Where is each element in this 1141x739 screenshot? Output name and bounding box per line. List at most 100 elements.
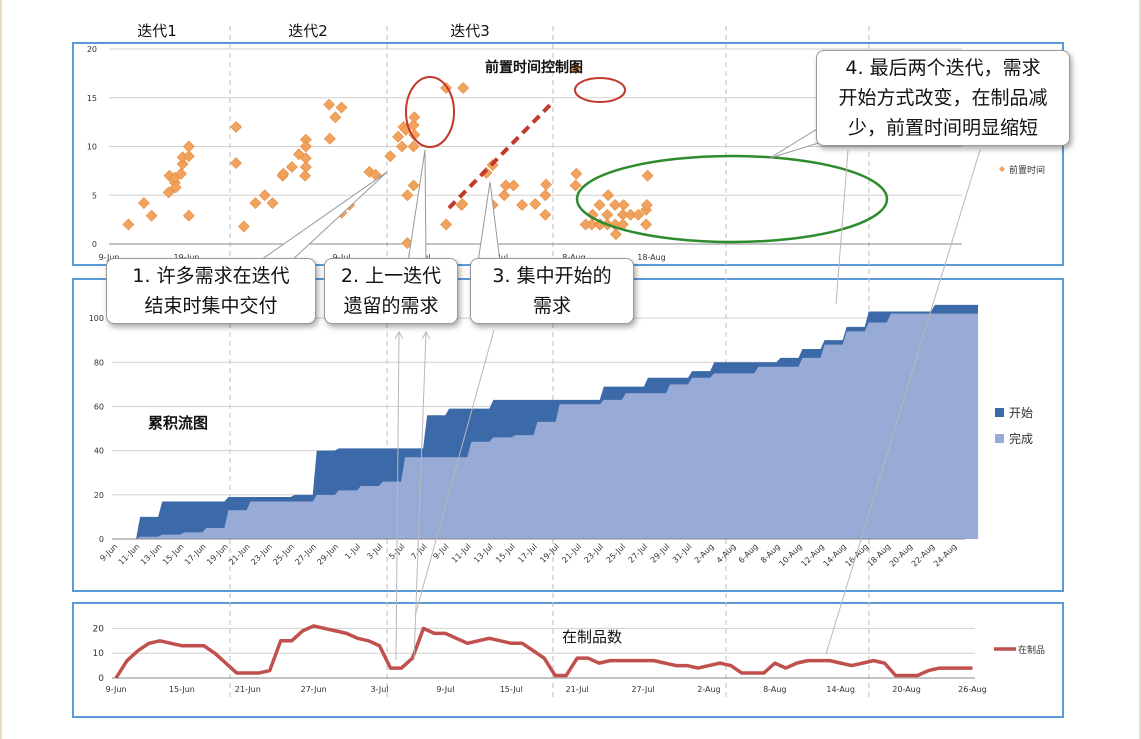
callout-2-pointer xyxy=(407,149,427,263)
cfd-x-tick-label: 15-Jun xyxy=(161,542,186,567)
callout-4-pointer xyxy=(769,125,823,159)
wip-x-tick-label: 8-Aug xyxy=(763,685,786,694)
cfd-x-tick-label: 2-Aug xyxy=(693,542,716,565)
wip-x-tick-label: 2-Aug xyxy=(697,685,720,694)
cfd-x-tick-label: 22-Aug xyxy=(910,542,937,569)
cfd-x-tick-label: 13-Jul xyxy=(472,542,495,565)
control-y-tick-label: 15 xyxy=(87,94,97,103)
lead-time-point xyxy=(507,179,520,192)
cfd-x-tick-label: 25-Jul xyxy=(605,542,628,565)
control-y-tick-label: 0 xyxy=(92,240,97,249)
lead-time-point xyxy=(407,140,420,153)
wip-x-tick-label: 20-Aug xyxy=(892,685,921,694)
cfd-x-tick-label: 23-Jun xyxy=(249,542,274,567)
cfd-x-tick-label: 10-Aug xyxy=(777,542,804,569)
cfd-y-tick-label: 60 xyxy=(94,402,104,411)
cfd-x-tick-label: 17-Jul xyxy=(516,542,539,565)
wip-x-tick-label: 15-Jul xyxy=(500,685,523,694)
cfd-legend-started-label: 开始 xyxy=(1009,406,1033,420)
lead-time-point xyxy=(230,121,243,133)
cfd-x-tick-label: 20-Aug xyxy=(888,542,915,569)
lead-time-point xyxy=(266,197,279,209)
cfd-legend-done-swatch xyxy=(995,434,1004,443)
wip-x-tick-label: 27-Jul xyxy=(631,685,654,694)
callout-3-line-2: 需求 xyxy=(532,295,571,317)
cfd-x-tick-label: 16-Aug xyxy=(844,542,871,569)
cfd-x-tick-label: 19-Jul xyxy=(538,542,561,565)
cfd-x-tick-label: 27-Jun xyxy=(293,542,318,567)
lead-time-point xyxy=(299,140,312,153)
cfd-x-tick-label: 21-Jul xyxy=(560,542,583,565)
lead-time-point xyxy=(258,189,271,202)
cfd-x-tick-label: 29-Jul xyxy=(649,542,672,565)
lead-time-point xyxy=(570,167,583,180)
callout-2: 2. 上一迭代 遗留的需求 xyxy=(324,258,458,324)
cfd-area-done xyxy=(118,313,979,539)
wip-x-tick-label: 3-Jul xyxy=(370,685,388,694)
lead-time-point xyxy=(539,208,552,221)
lead-time-point xyxy=(329,111,342,124)
left-edge-line xyxy=(0,0,2,739)
lead-time-point xyxy=(640,199,653,211)
lead-time-point xyxy=(230,157,243,169)
cfd-y-tick-label: 20 xyxy=(94,491,104,500)
annotation-red-oval-top xyxy=(574,77,626,103)
annotation-arrowhead xyxy=(421,330,431,340)
cfd-legend-done-label: 完成 xyxy=(1009,431,1033,446)
lead-time-point xyxy=(137,197,150,209)
callout-2-line-1: 2. 上一迭代 xyxy=(340,265,442,287)
lead-time-point xyxy=(632,208,645,221)
lead-time-point xyxy=(539,189,552,202)
cfd-x-tick-label: 1-Jul xyxy=(343,542,362,561)
control-y-tick-label: 20 xyxy=(87,45,97,54)
wip-chart: 0 10 20 9-Jun 15-Jun 21-Jun 27-Jun 3-Jul 9-Jul 15… xyxy=(93,624,1045,694)
wip-x-tick-label: 15-Jun xyxy=(169,685,195,694)
lead-time-point xyxy=(122,218,135,231)
cfd-x-tick-label: 7-Jul xyxy=(409,542,428,561)
callout-3: 3. 集中开始的 需求 xyxy=(470,258,634,324)
lead-time-point xyxy=(602,189,615,202)
control-legend-marker xyxy=(999,166,1005,172)
cfd-x-tick-label: 19-Jun xyxy=(205,542,230,567)
lead-time-point xyxy=(569,62,582,75)
lead-time-point xyxy=(396,140,408,153)
wip-y-tick-label: 20 xyxy=(93,624,105,634)
lead-time-point xyxy=(384,150,397,163)
lead-time-point xyxy=(617,199,630,211)
control-x-tick-label: 8-Aug xyxy=(562,253,585,262)
lead-time-point xyxy=(175,167,187,180)
annotation-arrowhead xyxy=(394,330,404,340)
wip-y-tick-label: 10 xyxy=(93,649,105,659)
wip-x-tick-label: 9-Jul xyxy=(436,685,454,694)
cfd-legend-started-swatch xyxy=(995,408,1004,417)
cfd-x-tick-label: 14-Aug xyxy=(822,542,849,569)
control-chart-title: 前置时间控制图 xyxy=(485,59,583,76)
cfd-y-tick-label: 40 xyxy=(94,447,104,456)
lead-time-point xyxy=(249,197,262,209)
lead-time-point xyxy=(440,218,453,231)
lead-time-point xyxy=(237,220,250,233)
cfd-x-tick-label: 12-Aug xyxy=(799,542,826,569)
cfd-x-tick-label: 17-Jun xyxy=(183,542,208,567)
cfd-y-tick-label: 100 xyxy=(89,314,104,323)
lead-time-point xyxy=(529,198,542,210)
callout-2-line-2: 遗留的需求 xyxy=(343,295,439,317)
wip-title: 在制品数 xyxy=(562,628,622,646)
cfd-x-tick-label: 31-Jul xyxy=(671,542,694,565)
lead-time-point xyxy=(182,150,195,163)
callout-1: 1. 许多需求在迭代 结束时集中交付 xyxy=(106,258,316,324)
iteration-label: 迭代3 xyxy=(450,22,490,40)
lead-time-point xyxy=(641,169,654,182)
annotation-leader-line xyxy=(414,329,495,617)
iteration-label: 迭代2 xyxy=(288,22,328,40)
control-y-tick-label: 10 xyxy=(87,143,97,152)
lead-time-point xyxy=(182,209,195,222)
cfd-x-tick-label: 25-Jun xyxy=(271,542,296,567)
wip-x-tick-label: 14-Aug xyxy=(826,685,855,694)
cfd-x-tick-label: 29-Jun xyxy=(315,542,340,567)
control-x-tick-label: 19-Jun xyxy=(173,253,199,262)
lead-time-point xyxy=(408,111,421,124)
callout-3-pointer xyxy=(477,181,501,263)
lead-time-point xyxy=(323,98,336,111)
